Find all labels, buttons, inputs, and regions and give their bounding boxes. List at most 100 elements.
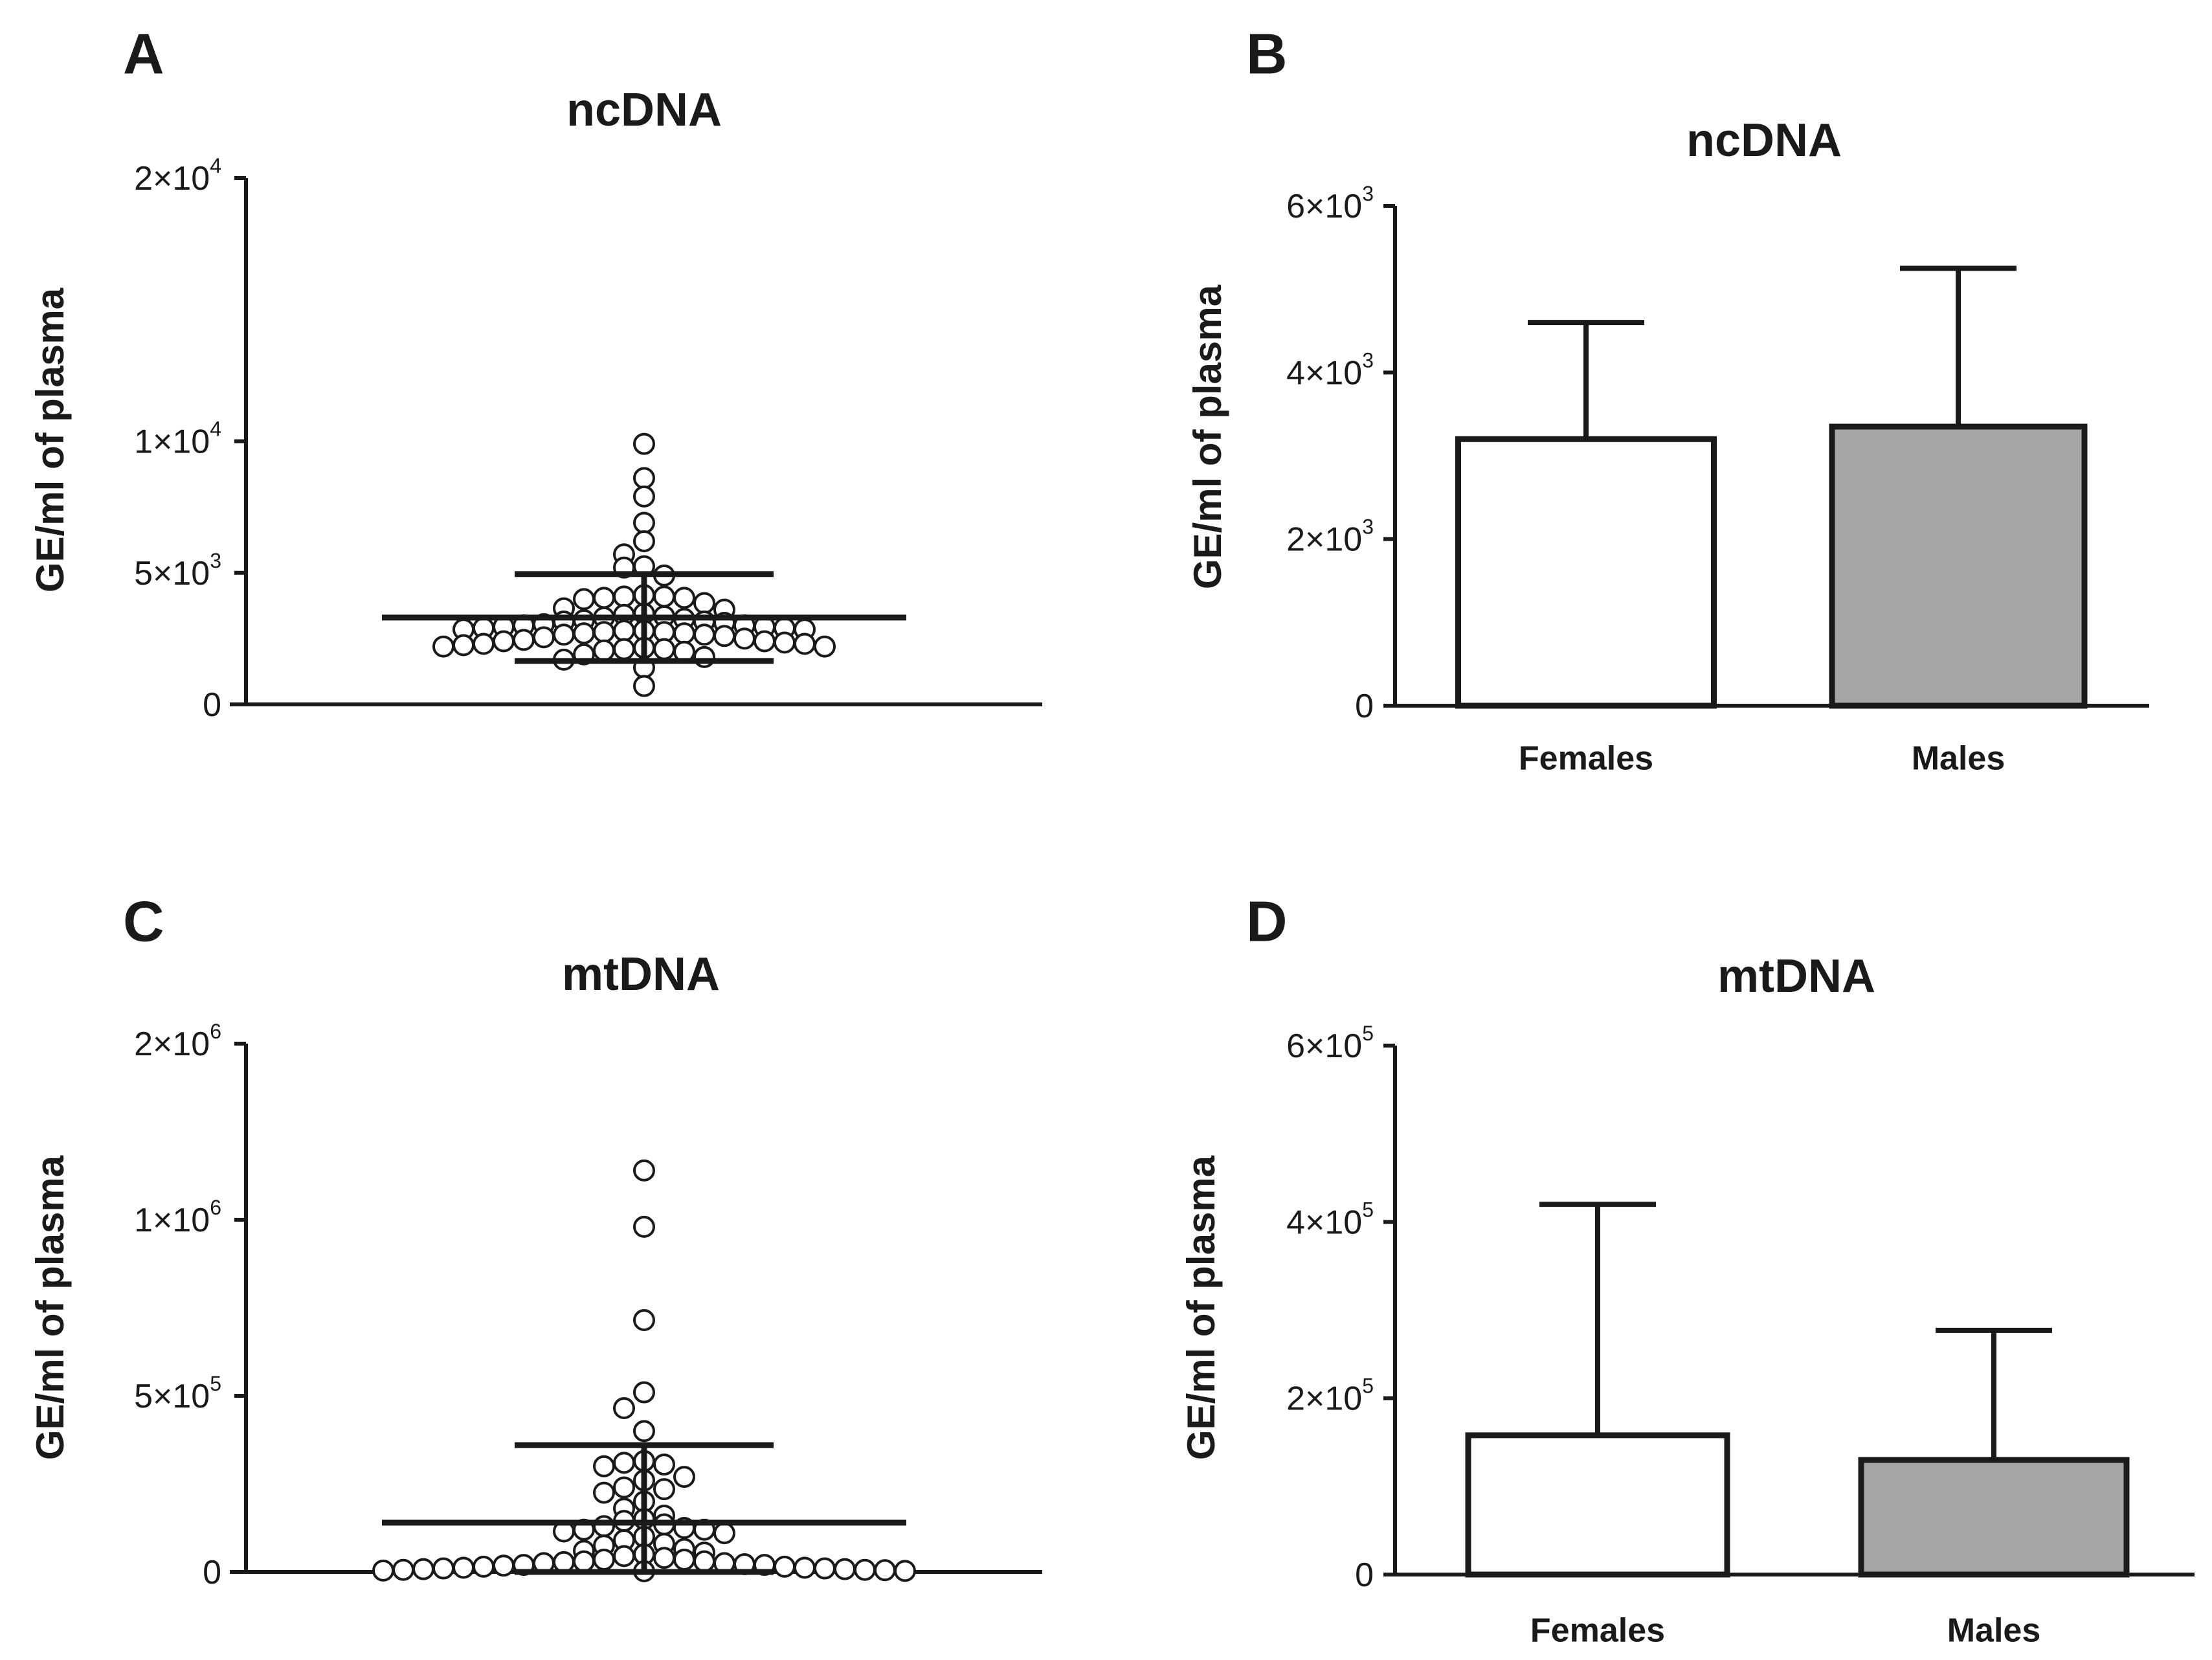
data-point xyxy=(854,1558,876,1581)
data-point xyxy=(452,634,475,656)
y-tick-label-base: 5×10 xyxy=(134,1378,210,1415)
data-point xyxy=(633,511,655,534)
y-tick-label-exponent: 4 xyxy=(210,154,221,177)
data-point xyxy=(693,623,715,646)
data-point xyxy=(432,635,454,658)
data-point xyxy=(613,1452,635,1474)
data-point xyxy=(432,1557,454,1580)
data-point xyxy=(673,587,695,609)
data-point xyxy=(814,1557,836,1580)
y-tick-label-exponent: 5 xyxy=(1362,1198,1374,1221)
data-point xyxy=(553,1551,575,1573)
data-point xyxy=(733,627,755,650)
data-point xyxy=(633,1309,655,1332)
data-point xyxy=(774,1555,796,1578)
y-tick-label: 2×103 xyxy=(1286,515,1374,559)
data-point xyxy=(794,1556,816,1579)
y-tick-label-exponent: 5 xyxy=(1362,1022,1374,1045)
data-point xyxy=(473,633,495,655)
data-point xyxy=(673,1548,695,1571)
category-label: Males xyxy=(1912,740,2005,778)
y-tick-label-base: 4×10 xyxy=(1286,354,1362,392)
data-point xyxy=(473,1555,495,1578)
data-point xyxy=(653,1453,675,1476)
y-tick-label-base: 6×10 xyxy=(1286,1027,1362,1065)
y-tick-label-base: 0 xyxy=(1355,1556,1374,1594)
y-tick-label: 2×105 xyxy=(1286,1374,1374,1418)
data-point xyxy=(392,1558,414,1581)
y-tick-label-exponent: 3 xyxy=(1362,182,1374,205)
data-point xyxy=(593,639,615,662)
data-point xyxy=(593,587,615,609)
data-point xyxy=(613,638,635,660)
category-label: Females xyxy=(1530,1612,1665,1650)
y-tick-label: 5×105 xyxy=(134,1372,221,1415)
panel-letter: A xyxy=(123,21,164,85)
y-tick-label: 2×106 xyxy=(134,1020,221,1063)
y-tick-label: 6×105 xyxy=(1286,1022,1374,1065)
category-label: Females xyxy=(1519,740,1653,778)
data-point xyxy=(613,1545,635,1567)
data-point xyxy=(633,1159,655,1182)
data-point xyxy=(613,620,635,642)
data-point xyxy=(673,1466,695,1488)
data-point xyxy=(653,638,675,660)
chart-title: mtDNA xyxy=(1717,950,1875,1002)
data-point xyxy=(693,1550,715,1573)
data-point xyxy=(372,1559,394,1582)
data-point xyxy=(573,622,595,645)
y-tick-label-exponent: 6 xyxy=(210,1020,221,1043)
chart-title: mtDNA xyxy=(562,948,720,1000)
category-label: Males xyxy=(1947,1612,2041,1650)
y-tick-label-base: 1×10 xyxy=(134,423,210,461)
data-point xyxy=(874,1559,896,1582)
y-tick-label: 0 xyxy=(203,1554,221,1591)
y-tick-label: 0 xyxy=(1355,688,1374,725)
y-axis-label: GE/ml of plasma xyxy=(28,287,72,592)
y-tick-label-exponent: 4 xyxy=(210,418,221,441)
data-point xyxy=(613,585,635,608)
y-tick-label-base: 0 xyxy=(1355,688,1374,725)
data-point xyxy=(653,1478,675,1501)
y-tick-label-base: 4×10 xyxy=(1286,1204,1362,1241)
data-point xyxy=(533,626,555,649)
data-point xyxy=(633,432,655,455)
bar-females xyxy=(1455,436,1717,709)
y-tick-label-exponent: 3 xyxy=(1362,515,1374,539)
data-point xyxy=(633,675,655,697)
data-point xyxy=(633,1381,655,1404)
data-point xyxy=(633,467,655,489)
data-point xyxy=(633,1215,655,1238)
data-point xyxy=(693,592,715,614)
y-tick-label: 4×105 xyxy=(1286,1198,1374,1241)
data-point xyxy=(653,585,675,608)
data-point xyxy=(633,485,655,508)
data-point xyxy=(593,1481,615,1504)
data-point xyxy=(633,1420,655,1442)
y-tick-label: 4×103 xyxy=(1286,348,1374,392)
y-tick-label-base: 0 xyxy=(203,1554,221,1591)
data-point xyxy=(613,1476,635,1499)
y-axis-label: GE/ml of plasma xyxy=(28,1155,72,1460)
y-tick-label-exponent: 3 xyxy=(1362,348,1374,372)
y-tick-label-exponent: 6 xyxy=(210,1196,221,1219)
data-point xyxy=(573,1550,595,1573)
data-point xyxy=(633,530,655,552)
data-point xyxy=(553,623,575,646)
y-tick-label-base: 5×10 xyxy=(134,555,210,592)
y-tick-label: 1×104 xyxy=(134,418,221,461)
data-point xyxy=(573,588,595,611)
data-point xyxy=(814,635,836,658)
y-tick-label-exponent: 3 xyxy=(210,549,221,572)
data-point xyxy=(593,1455,615,1477)
y-tick-label-exponent: 5 xyxy=(210,1372,221,1395)
data-point xyxy=(834,1558,856,1580)
y-tick-label-base: 2×10 xyxy=(134,1026,210,1063)
data-point xyxy=(653,1547,675,1569)
chart-title: ncDNA xyxy=(1686,115,1842,166)
panel-letter: B xyxy=(1246,21,1288,85)
